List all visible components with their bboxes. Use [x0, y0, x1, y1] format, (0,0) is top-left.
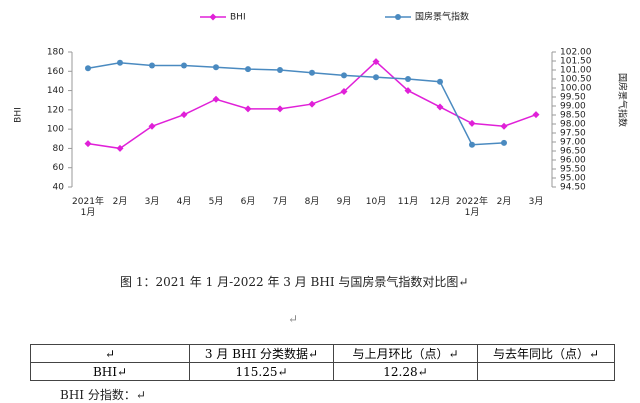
point: [244, 105, 252, 113]
y2-tick-label: 97.50: [560, 129, 586, 139]
point: [405, 76, 411, 82]
y2-tick-label: 98.00: [560, 120, 586, 130]
x-tick-label: 3月: [528, 197, 544, 207]
table-cell: BHI↵: [30, 362, 190, 381]
x-tick-label: 4月: [176, 197, 192, 207]
x-tick-label: 11月: [397, 197, 419, 207]
series-line: [87, 62, 505, 146]
table-row: ↵ 3 月 BHI 分类数据↵ 与上月环比（点）↵ 与去年同比（点）↵: [30, 344, 615, 363]
point: [84, 140, 92, 148]
point: [213, 64, 219, 71]
point: [372, 58, 380, 66]
y2-tick-label: 98.50: [560, 111, 586, 121]
point: [341, 72, 347, 79]
y2-axis-label: 国房景气指数: [617, 73, 629, 127]
y2-tick-label: 99.00: [560, 102, 586, 112]
point: [468, 119, 476, 127]
legend-label: 国房景气指数: [415, 11, 469, 23]
point: [212, 95, 220, 103]
y-axis-label: BHI: [14, 107, 24, 123]
table-cell: 与上月环比（点）↵: [333, 344, 478, 363]
point: [277, 67, 283, 73]
y-tick-label: 140: [47, 86, 64, 96]
point: [532, 111, 540, 119]
table-cell: 3 月 BHI 分类数据↵: [189, 344, 334, 363]
point: [209, 13, 217, 21]
x-tick-label: 2月: [112, 197, 128, 207]
y2-tick-label: 102.00: [560, 48, 592, 58]
x-tick-label: 3月: [144, 197, 160, 207]
x-tick-label: 8月: [304, 197, 320, 207]
table-cell: 115.25↵: [189, 362, 334, 381]
y-tick-label: 180: [47, 48, 64, 58]
point: [373, 74, 379, 81]
y-tick-label: 120: [47, 105, 64, 115]
y2-tick-label: 97.00: [560, 138, 586, 148]
legend-label: BHI: [230, 13, 246, 23]
table-cell: 12.28↵: [333, 362, 478, 381]
point: [404, 87, 412, 95]
y-tick-label: 80: [53, 144, 65, 154]
data-table: ↵ 3 月 BHI 分类数据↵ 与上月环比（点）↵ 与去年同比（点）↵ BHI↵ 115.…: [30, 344, 615, 381]
x-tick-label: 2021年 1月: [72, 197, 104, 218]
point: [340, 88, 348, 96]
point: [117, 59, 123, 66]
x-tick-label: 2月: [496, 197, 512, 207]
point: [308, 100, 316, 108]
point: [276, 105, 284, 113]
y2-tick-label: 96.50: [560, 147, 586, 157]
point: [181, 62, 187, 69]
y2-tick-label: 99.50: [560, 93, 586, 103]
y2-tick-label: 101.50: [560, 57, 592, 67]
point: [436, 103, 444, 111]
paragraph-mark: ↵: [288, 312, 299, 326]
x-tick-label: 9月: [336, 197, 352, 207]
point: [501, 139, 507, 146]
table-row: BHI↵ 115.25↵ 12.28↵: [30, 362, 615, 381]
point: [116, 144, 124, 152]
y-tick-label: 160: [47, 67, 64, 77]
point: [180, 111, 188, 119]
y2-tick-label: 100.00: [560, 84, 592, 94]
y2-tick-label: 94.50: [560, 183, 586, 193]
x-tick-label: 2022年 1月: [456, 197, 488, 218]
y-tick-label: 100: [47, 125, 64, 135]
x-tick-label: 10月: [365, 197, 387, 207]
point: [437, 78, 443, 85]
x-tick-label: 5月: [208, 197, 224, 207]
point: [85, 65, 91, 72]
y2-tick-label: 95.50: [560, 165, 586, 175]
x-tick-label: 7月: [272, 197, 288, 207]
table-cell: ↵: [30, 344, 190, 363]
chart: BHI 国房景气指数 40608010012014016018094.5095.…: [14, 11, 629, 193]
point: [500, 122, 508, 130]
point: [469, 141, 475, 148]
y-tick-label: 60: [53, 163, 65, 173]
y2-tick-label: 100.50: [560, 75, 592, 85]
point: [309, 69, 315, 76]
table-cell: [477, 362, 615, 381]
caption: 图 1：2021 年 1 月-2022 年 3 月 BHI 与国房景气指数对比图…: [120, 275, 469, 289]
point: [395, 14, 401, 20]
y-tick-label: 40: [53, 183, 65, 193]
point: [245, 66, 251, 73]
x-tick-label: 12月: [429, 197, 451, 207]
y2-tick-label: 96.00: [560, 156, 586, 166]
subheading: BHI 分指数：↵: [60, 388, 146, 402]
x-tick-label: 6月: [240, 197, 256, 207]
point: [148, 122, 156, 130]
point: [149, 62, 155, 69]
y2-tick-label: 101.00: [560, 66, 592, 76]
table-cell: 与去年同比（点）↵: [477, 344, 615, 363]
y2-tick-label: 95.00: [560, 174, 586, 184]
